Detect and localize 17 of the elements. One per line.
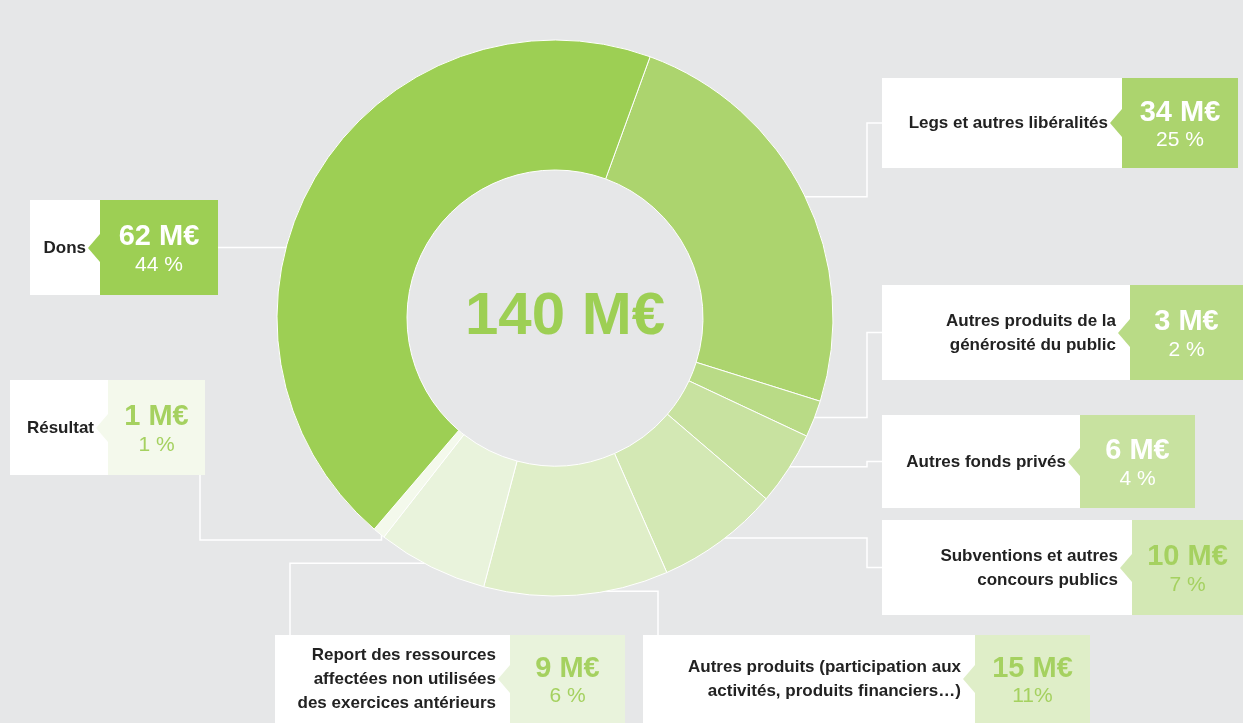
legend-label: Subventions et autres concours publics xyxy=(882,520,1132,615)
legend-label: Autres produits de la générosité du public xyxy=(882,285,1130,380)
data-label: 3 M€ 2 % xyxy=(1154,304,1219,360)
legend-label: Autres produits (participation aux activités, produits financiers…) xyxy=(643,635,975,723)
legend-label: Résultat xyxy=(10,380,108,475)
data-label: 9 M€ 6 % xyxy=(535,650,600,707)
legend-label: Dons xyxy=(30,200,100,295)
data-label: 34 M€ 25 % xyxy=(1139,94,1221,151)
data-label: 15 M€ 11% xyxy=(992,650,1073,707)
legend-label: Legs et autres libéralités xyxy=(882,78,1122,168)
data-label: 62 M€ 44 % xyxy=(118,219,200,275)
legend-label: Autres fonds privés xyxy=(882,415,1080,508)
text: 140 M€ xyxy=(465,279,666,347)
data-label: 1 M€ 1 % xyxy=(124,399,189,455)
data-label: 6 M€ 4 % xyxy=(1105,433,1170,489)
slice-label: Report des ressources affectées non utilisées des exercices antérieurs xyxy=(275,635,510,723)
data-label: 10 M€ 7 % xyxy=(1147,539,1228,595)
